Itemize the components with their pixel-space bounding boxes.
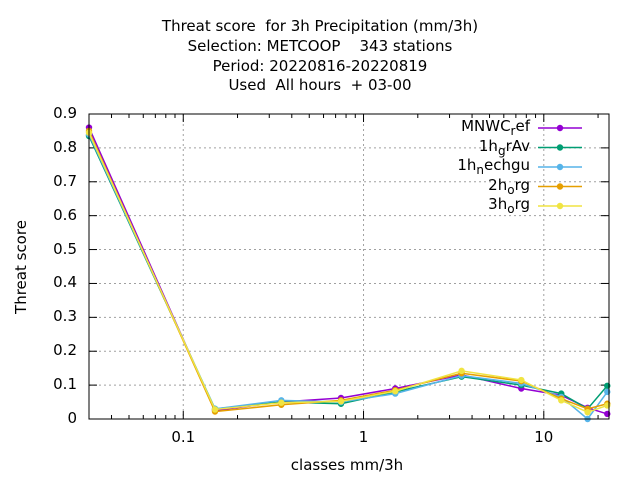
- legend-label-main: 1h: [457, 156, 477, 174]
- legend-swatch-point: [556, 183, 564, 190]
- legend-entry-1: 1hgrAv: [479, 137, 530, 158]
- x-tick-label: 10: [534, 428, 554, 446]
- grid-lines: [89, 114, 609, 419]
- series-4: [85, 129, 611, 416]
- y-tick-label: 0.3: [53, 307, 77, 326]
- legend-swatch-point: [556, 144, 564, 151]
- legend-swatch-point: [556, 163, 564, 171]
- y-tick-label: 0.6: [53, 205, 77, 224]
- y-tick-label: 0.8: [53, 137, 77, 156]
- legend-label-tail: rAv: [505, 136, 530, 155]
- legend-swatch-point: [556, 202, 564, 210]
- legend-label-tail: rg: [514, 195, 530, 213]
- axis-ticks: [89, 113, 609, 420]
- series-line: [88, 134, 608, 421]
- data-point: [392, 388, 399, 395]
- series-layer: [85, 124, 611, 423]
- series-2: [85, 131, 611, 423]
- data-point: [604, 382, 611, 389]
- y-tick-label: 0.2: [53, 341, 77, 360]
- chart-title-line-1: Threat score for 3h Precipitation (mm/3h…: [161, 17, 479, 35]
- legend-label-main: 2h: [488, 175, 508, 194]
- legend-swatch-point: [556, 124, 564, 132]
- legend-entry-4: 3horg: [488, 195, 530, 216]
- chart-title-line-4: Used All hours + 03-00: [228, 76, 412, 94]
- legend-label-main: 1h: [478, 136, 498, 155]
- x-tick-label: 1: [358, 428, 369, 446]
- data-point: [584, 409, 591, 416]
- series-line: [88, 132, 608, 414]
- y-tick-label: 0.7: [53, 171, 77, 190]
- legend-label-tail: echgu: [483, 156, 530, 174]
- data-point: [604, 402, 611, 409]
- data-point: [211, 406, 219, 413]
- data-point: [604, 410, 611, 418]
- data-point: [278, 399, 285, 406]
- y-tick-label: 0.5: [53, 239, 77, 258]
- data-point: [458, 367, 465, 375]
- legend-label-main: 3h: [488, 195, 508, 213]
- series-3: [85, 127, 611, 415]
- legend-label-main: MNWC: [461, 117, 511, 135]
- legend-label-subscript: n: [476, 163, 484, 177]
- legend-label-subscript: o: [507, 182, 515, 197]
- legend-label-subscript: o: [507, 202, 515, 216]
- data-point: [518, 376, 525, 384]
- legend-label-subscript: r: [510, 124, 516, 138]
- legend-entry-2: 1hnechgu: [457, 156, 530, 177]
- legend-label-tail: ef: [515, 117, 530, 135]
- legend-label-subscript: g: [497, 143, 506, 158]
- series-0: [85, 124, 611, 418]
- legend: [538, 124, 582, 210]
- y-tick-label: 0.1: [53, 375, 77, 394]
- data-point: [337, 398, 345, 405]
- x-tick-label: 0.1: [171, 428, 196, 446]
- data-point: [558, 397, 565, 404]
- x-axis-label: classes mm/3h: [290, 456, 404, 474]
- series-1: [85, 132, 611, 413]
- chart-title-line-2: Selection: METCOOP 343 stations: [187, 37, 453, 55]
- legend-entry-3: 2horg: [488, 176, 530, 197]
- y-tick-label: 0.4: [53, 273, 77, 292]
- y-tick-label: 0: [67, 409, 77, 427]
- y-tick-label: 0.9: [53, 104, 77, 122]
- plot-frame: [88, 113, 610, 420]
- data-point: [604, 388, 611, 396]
- y-axis-label: Threat score: [12, 220, 30, 314]
- legend-label-tail: rg: [514, 175, 530, 194]
- legend-entry-0: MNWCref: [461, 117, 530, 138]
- chart-title-line-3: Period: 20220816-20220819: [212, 57, 428, 75]
